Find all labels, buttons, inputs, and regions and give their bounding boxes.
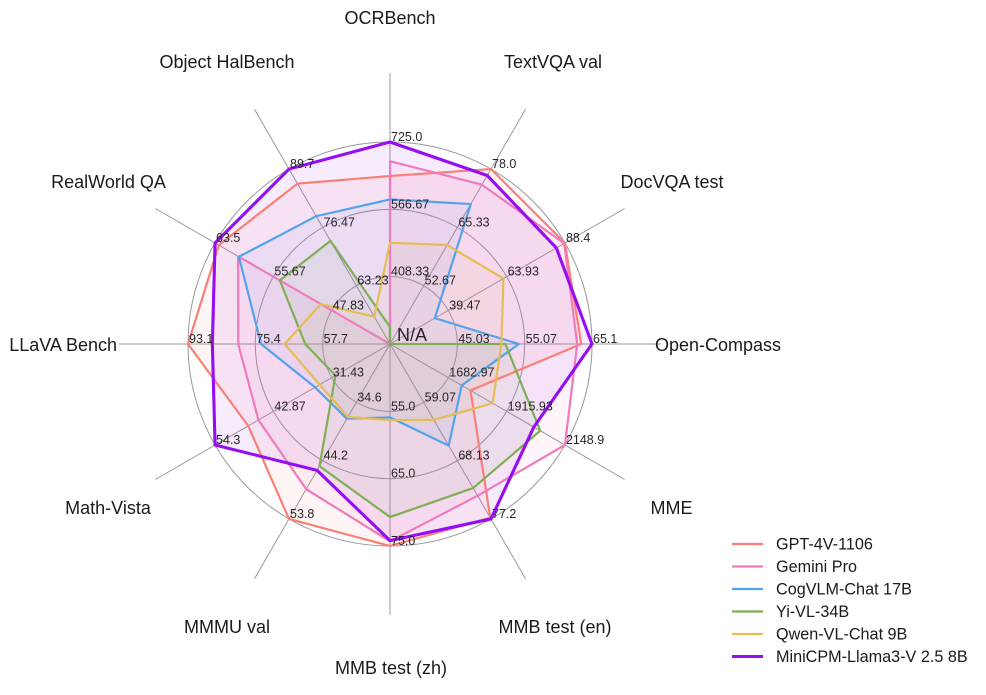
svg-text:45.03: 45.03	[458, 332, 489, 346]
svg-text:68.13: 68.13	[458, 449, 489, 463]
svg-text:65.33: 65.33	[458, 215, 489, 229]
svg-text:TextVQA val: TextVQA val	[504, 52, 602, 72]
svg-text:Open-Compass: Open-Compass	[655, 335, 781, 355]
svg-text:89.7: 89.7	[290, 157, 314, 171]
svg-text:Gemini Pro: Gemini Pro	[776, 558, 857, 576]
svg-text:39.47: 39.47	[449, 298, 480, 312]
svg-text:MiniCPM-Llama3-V 2.5 8B: MiniCPM-Llama3-V 2.5 8B	[776, 648, 968, 666]
svg-text:Object HalBench: Object HalBench	[159, 52, 294, 72]
svg-text:55.07: 55.07	[526, 332, 557, 346]
svg-text:31.43: 31.43	[333, 366, 364, 380]
svg-text:47.83: 47.83	[333, 298, 364, 312]
svg-text:76.47: 76.47	[324, 215, 355, 229]
svg-text:63.93: 63.93	[508, 265, 539, 279]
svg-text:2148.9: 2148.9	[566, 433, 604, 447]
svg-text:Math-Vista: Math-Vista	[65, 498, 152, 518]
svg-text:566.67: 566.67	[391, 197, 429, 211]
svg-text:34.6: 34.6	[357, 390, 381, 404]
svg-text:75.4: 75.4	[256, 332, 280, 346]
svg-text:54.3: 54.3	[216, 433, 240, 447]
svg-text:55.0: 55.0	[391, 399, 415, 413]
svg-text:75.0: 75.0	[391, 534, 415, 548]
svg-text:Qwen-VL-Chat 9B: Qwen-VL-Chat 9B	[776, 626, 907, 644]
svg-text:Yi-VL-34B: Yi-VL-34B	[776, 603, 849, 621]
svg-text:44.2: 44.2	[324, 449, 348, 463]
svg-text:MMMU val: MMMU val	[184, 617, 270, 637]
svg-text:408.33: 408.33	[391, 265, 429, 279]
svg-text:RealWorld QA: RealWorld QA	[51, 172, 166, 192]
svg-text:52.67: 52.67	[425, 274, 456, 288]
svg-text:42.87: 42.87	[274, 399, 305, 413]
svg-text:1915.93: 1915.93	[508, 399, 553, 413]
svg-text:59.07: 59.07	[425, 390, 456, 404]
svg-text:MME: MME	[651, 498, 693, 518]
svg-text:LLaVA Bench: LLaVA Bench	[9, 335, 117, 355]
svg-text:MMB test (en): MMB test (en)	[498, 617, 611, 637]
svg-text:57.7: 57.7	[324, 332, 348, 346]
svg-text:65.1: 65.1	[593, 332, 617, 346]
svg-text:1682.97: 1682.97	[449, 366, 494, 380]
svg-text:78.0: 78.0	[492, 157, 516, 171]
svg-text:77.2: 77.2	[492, 507, 516, 521]
svg-text:OCRBench: OCRBench	[344, 8, 435, 28]
svg-text:53.8: 53.8	[290, 507, 314, 521]
svg-text:65.0: 65.0	[391, 467, 415, 481]
svg-text:93.1: 93.1	[189, 332, 213, 346]
svg-text:725.0: 725.0	[391, 130, 422, 144]
svg-text:MMB test (zh): MMB test (zh)	[335, 658, 447, 678]
svg-text:55.67: 55.67	[274, 265, 305, 279]
svg-text:88.4: 88.4	[566, 231, 590, 245]
svg-text:GPT-4V-1106: GPT-4V-1106	[776, 536, 873, 554]
svg-text:63.5: 63.5	[216, 231, 240, 245]
svg-text:63.23: 63.23	[357, 274, 388, 288]
svg-text:N/A: N/A	[397, 325, 427, 345]
svg-text:DocVQA test: DocVQA test	[620, 172, 723, 192]
svg-text:CogVLM-Chat 17B: CogVLM-Chat 17B	[776, 581, 912, 599]
